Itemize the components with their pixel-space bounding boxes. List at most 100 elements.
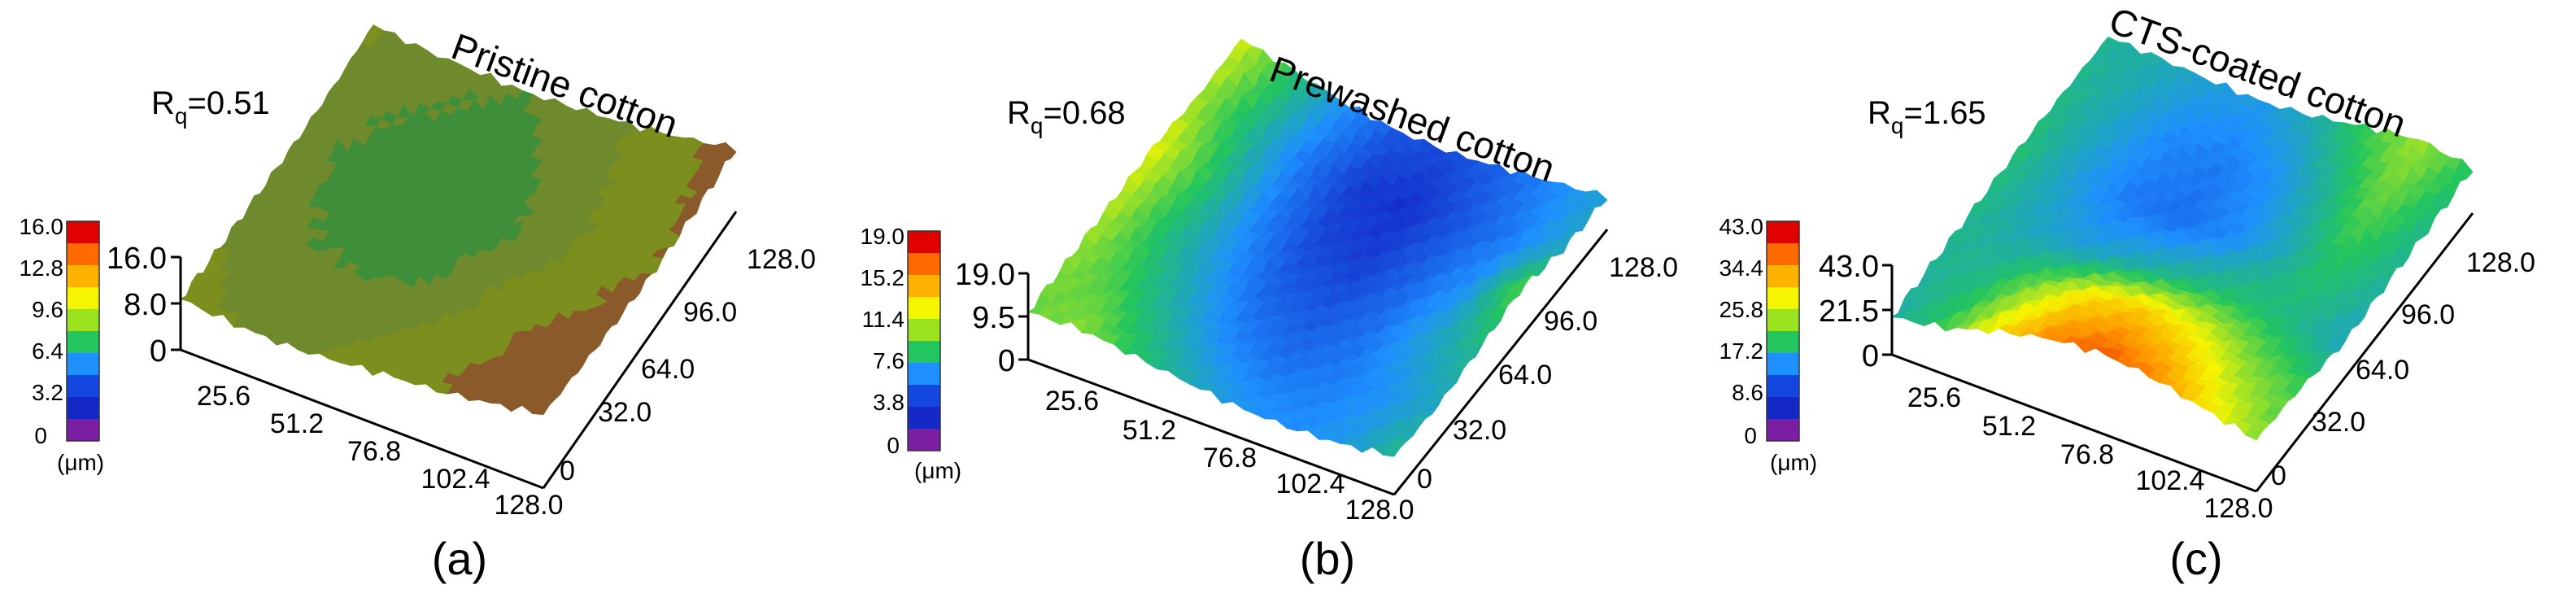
- colorbar-c: 43.0 34.4 25.8 17.2 8.6 0 (μm): [1720, 214, 1818, 475]
- colorbar-swatch: [908, 341, 940, 364]
- colorbar-swatch: [1767, 331, 1799, 354]
- colorbar-swatch: [908, 429, 940, 452]
- colorbar-swatch: [908, 319, 940, 342]
- colorbar-swatch: [67, 397, 99, 420]
- x-tick-c-1: 51.2: [1982, 411, 2036, 442]
- colorbar-tick-b-3: 7.6: [873, 348, 904, 373]
- colorbar-tick-a-4: 3.2: [32, 380, 63, 405]
- colorbar-tick-a-2: 9.6: [32, 297, 63, 322]
- colorbar-swatch: [908, 385, 940, 408]
- colorbar-tick-c-4: 8.6: [1732, 380, 1763, 405]
- colorbar-tick-b-1: 15.2: [861, 265, 905, 290]
- colorbar-tick-a-0: 16.0: [20, 214, 64, 239]
- x-axis-line-a: [180, 348, 544, 490]
- colorbar-swatch: [908, 297, 940, 320]
- y-tick-c-4: 128.0: [2466, 247, 2535, 278]
- colorbar-swatch: [1767, 265, 1799, 288]
- colorbar-swatch: [1767, 243, 1799, 266]
- colorbar-tick-c-1: 34.4: [1720, 255, 1764, 281]
- colorbar-swatch: [67, 419, 99, 442]
- x-tick-b-2: 76.8: [1203, 443, 1257, 473]
- colorbar-swatch: [908, 231, 940, 254]
- panel-label-c: (c): [2169, 533, 2222, 584]
- colorbar-swatch: [67, 375, 99, 398]
- axes-a: [171, 211, 738, 490]
- z-tick-b-1: 9.5: [972, 301, 1015, 335]
- z-tick-c-2: 0: [1862, 339, 1879, 373]
- colorbar-tick-a-1: 12.8: [20, 255, 64, 281]
- z-tick-c-0: 43.0: [1819, 250, 1879, 284]
- z-tick-b-0: 19.0: [955, 258, 1015, 292]
- colorbar-tick-c-3: 17.2: [1720, 338, 1764, 364]
- y-tick-c-1: 32.0: [2312, 407, 2365, 438]
- x-tick-a-3: 102.4: [421, 464, 490, 495]
- colorbar-swatch: [1767, 353, 1799, 376]
- colorbar-a: 16.0 12.8 9.6 6.4 3.2 0 (μm): [20, 214, 105, 475]
- x-tick-b-3: 102.4: [1275, 469, 1345, 499]
- colorbar-swatch: [908, 253, 940, 276]
- colorbar-unit-b: (μm): [914, 458, 961, 483]
- z-tick-b-2: 0: [998, 344, 1015, 378]
- x-tick-a-2: 76.8: [347, 436, 401, 467]
- surface-cell: [2245, 424, 2264, 441]
- rq-b: Rq=0.68: [1007, 95, 1126, 138]
- colorbar-tick-a-5: 0: [34, 423, 47, 448]
- colorbar-unit-c: (μm): [1770, 450, 1817, 475]
- colorbar-swatch: [67, 309, 99, 332]
- y-tick-a-1: 32.0: [598, 397, 652, 428]
- colorbar-swatches-c: [1766, 220, 1800, 442]
- y-tick-b-4: 128.0: [1609, 252, 1678, 283]
- colorbar-swatch: [1767, 309, 1799, 332]
- colorbar-swatch: [67, 265, 99, 288]
- colorbar-swatch: [1767, 375, 1799, 398]
- y-tick-c-3: 96.0: [2401, 299, 2455, 330]
- colorbar-swatch: [1767, 221, 1799, 244]
- axes-b: [1018, 229, 1609, 496]
- x-tick-b-1: 51.2: [1122, 415, 1176, 446]
- colorbar-swatch: [67, 243, 99, 266]
- colorbar-swatch: [67, 287, 99, 310]
- x-tick-a-1: 51.2: [270, 408, 324, 439]
- colorbar-swatch: [908, 275, 940, 298]
- x-tick-c-2: 76.8: [2060, 439, 2114, 470]
- x-tick-a-4: 128.0: [494, 490, 563, 521]
- y-tick-a-3: 96.0: [683, 297, 737, 328]
- colorbar-swatches-b: [907, 230, 941, 452]
- surface-plot-a: [179, 24, 737, 416]
- colorbar-swatch: [908, 363, 940, 386]
- panel-label-a: (a): [432, 533, 487, 584]
- y-tick-b-0: 0: [1417, 464, 1432, 495]
- colorbar-swatches-a: [66, 220, 100, 442]
- colorbar-swatch: [67, 331, 99, 354]
- panel-label-b: (b): [1300, 533, 1355, 584]
- z-tick-a-1: 8.0: [124, 288, 167, 322]
- colorbar-frame: [66, 220, 100, 442]
- y-axis-line-a: [542, 211, 738, 489]
- colorbar-tick-c-2: 25.8: [1720, 297, 1764, 322]
- y-tick-a-2: 64.0: [641, 354, 695, 385]
- surface-cell: [1383, 444, 1401, 457]
- y-tick-b-3: 96.0: [1544, 306, 1597, 337]
- axes-c: [1882, 212, 2474, 493]
- panel-a: 16.0 12.8 9.6 6.4 3.2 0 (μm) 16.0 8.0 0 …: [20, 24, 816, 584]
- colorbar-tick-c-0: 43.0: [1720, 214, 1764, 239]
- colorbar-unit-a: (μm): [57, 450, 104, 475]
- rq-c: Rq=1.65: [1868, 95, 1986, 138]
- y-tick-b-1: 32.0: [1453, 415, 1506, 446]
- y-tick-c-2: 64.0: [2356, 355, 2409, 386]
- colorbar-swatch: [67, 221, 99, 244]
- colorbar-tick-b-2: 11.4: [862, 307, 904, 332]
- x-tick-c-3: 102.4: [2135, 465, 2204, 496]
- colorbar-swatch: [67, 353, 99, 376]
- surface-plot-b: [1026, 38, 1608, 457]
- colorbar-tick-b-5: 0: [887, 433, 900, 458]
- z-tick-a-2: 0: [150, 334, 167, 369]
- panel-c: 43.0 34.4 25.8 17.2 8.6 0 (μm) 43.0 21.5…: [1720, 0, 2536, 584]
- x-tick-c-0: 25.6: [1907, 382, 1961, 413]
- x-tick-a-0: 25.6: [197, 381, 251, 412]
- y-tick-c-0: 0: [2271, 460, 2286, 491]
- z-tick-a-0: 16.0: [107, 242, 167, 276]
- colorbar-b: 19.0 15.2 11.4 7.6 3.8 0 (μm): [861, 224, 962, 483]
- y-tick-b-2: 64.0: [1498, 360, 1552, 390]
